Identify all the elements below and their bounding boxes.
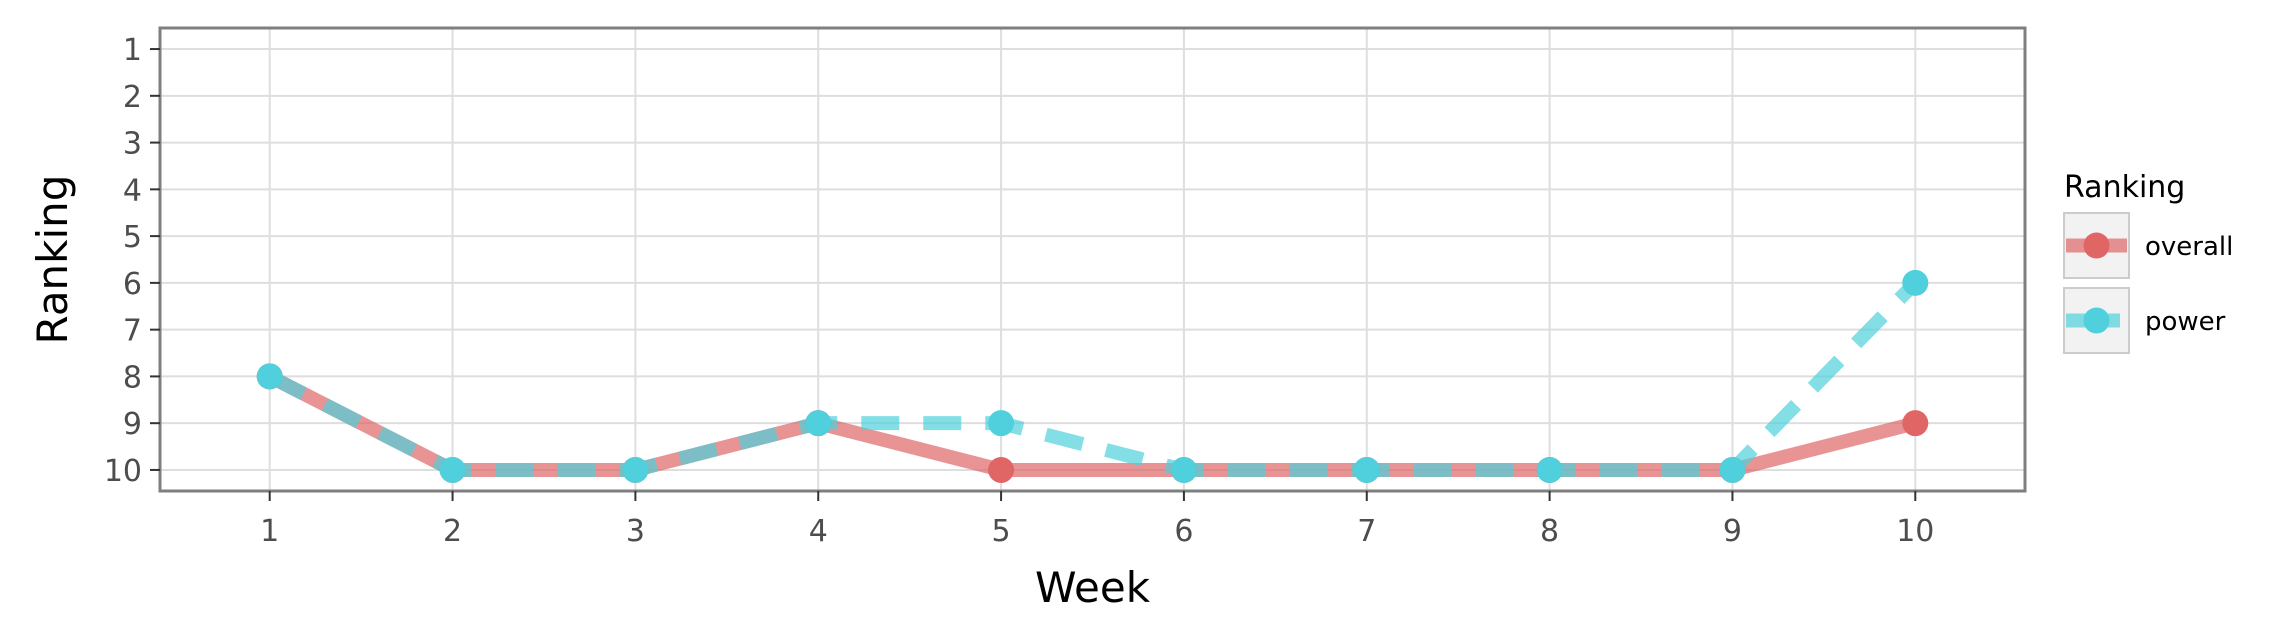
y-tick-label: 8: [123, 360, 142, 395]
x-tick-label: 7: [1357, 514, 1376, 549]
legend-key-point: [2083, 307, 2110, 334]
x-tick-label: 9: [1723, 514, 1742, 549]
series-group: [256, 269, 1929, 483]
y-tick-label: 5: [123, 220, 142, 255]
series-line-overall: [266, 370, 1918, 477]
data-point-power: [256, 363, 283, 390]
data-point-power: [1719, 456, 1746, 483]
x-tick-label: 4: [809, 514, 828, 549]
x-tick-label: 2: [443, 514, 462, 549]
y-tick-label: 1: [123, 33, 142, 68]
data-point-power: [1902, 269, 1929, 296]
y-axis-label: Ranking: [28, 175, 77, 345]
x-tick-label: 5: [992, 514, 1011, 549]
x-tick-label: 3: [626, 514, 645, 549]
legend: Ranking overall power: [2063, 170, 2233, 354]
x-tick-label: 6: [1174, 514, 1193, 549]
legend-items: overall power: [2063, 212, 2233, 354]
legend-title: Ranking: [2064, 170, 2185, 205]
data-point-power: [439, 456, 466, 483]
y-tick-label: 2: [123, 80, 142, 115]
data-point-power: [1353, 456, 1380, 483]
data-point-power: [805, 410, 832, 437]
y-tick-label: 7: [123, 314, 142, 349]
x-tick-label: 10: [1896, 514, 1934, 549]
y-axis-ticks: 1 2 3 4 5 6 7 8 9 10: [104, 33, 160, 489]
x-tick-label: 1: [260, 514, 279, 549]
legend-label-power: power: [2145, 307, 2226, 337]
y-tick-label: 3: [123, 127, 142, 162]
y-tick-label: 10: [104, 454, 142, 489]
x-axis-ticks: 1 2 3 4 5 6 7 8 9 10: [260, 491, 1934, 549]
data-point-power: [1170, 456, 1197, 483]
data-point-power: [622, 456, 649, 483]
grid: [160, 28, 2025, 491]
y-tick-label: 6: [123, 267, 142, 302]
data-point-power: [988, 410, 1015, 437]
y-tick-label: 4: [123, 173, 142, 208]
x-tick-label: 8: [1540, 514, 1559, 549]
data-point-overall: [1902, 410, 1929, 437]
legend-label-overall: overall: [2145, 232, 2233, 262]
y-tick-label: 9: [123, 407, 142, 442]
plot-border: [158, 26, 2027, 493]
data-point-overall: [988, 456, 1015, 483]
x-axis-label: Week: [1035, 563, 1151, 612]
data-point-power: [1536, 456, 1563, 483]
legend-key-point: [2083, 232, 2110, 259]
